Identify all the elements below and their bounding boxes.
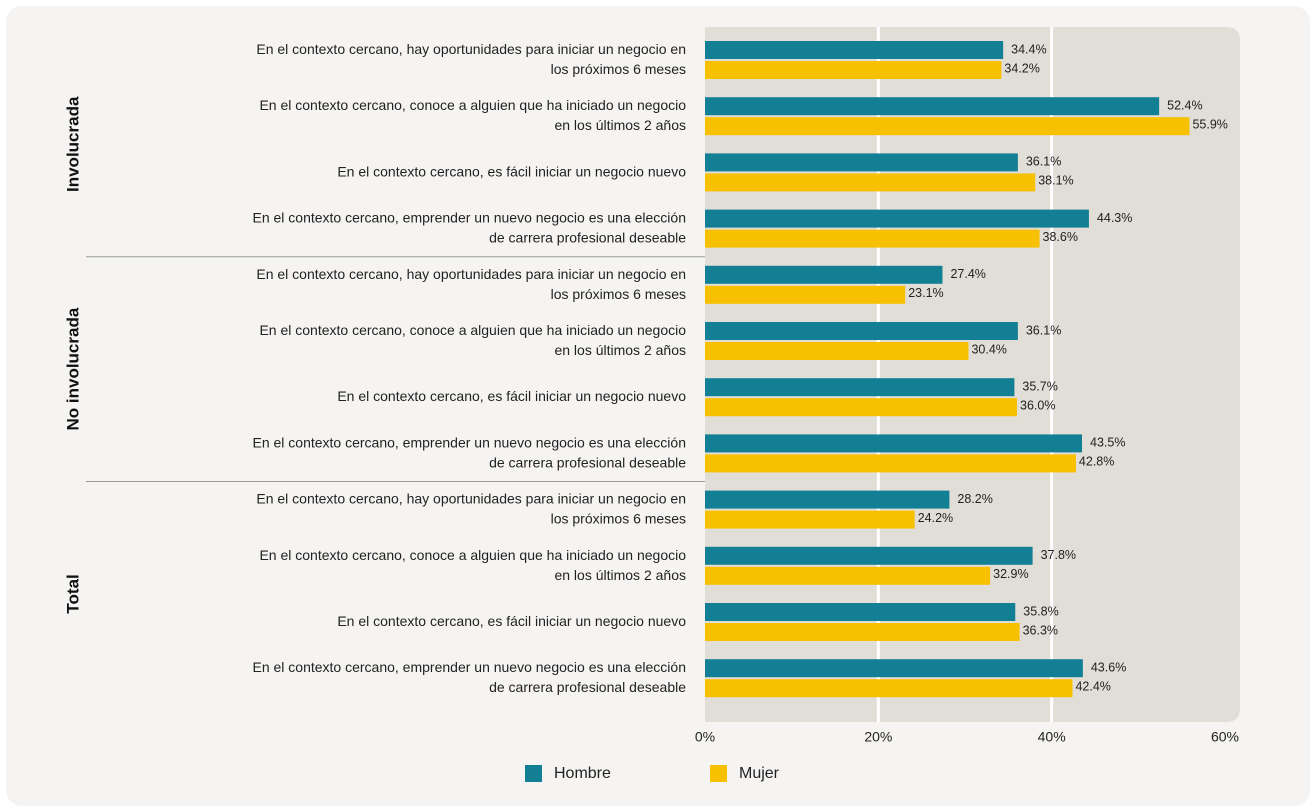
category-line: de carrera profesional deseable	[489, 454, 686, 470]
bar	[705, 285, 906, 304]
legend-swatch	[710, 765, 727, 782]
value-label: 38.1%	[1038, 174, 1073, 188]
bar	[705, 61, 1002, 79]
category-label: En el contexto cercano, es fácil iniciar…	[337, 163, 686, 179]
category-line: los próximos 6 meses	[551, 510, 686, 526]
value-label: 24.2%	[918, 511, 953, 525]
bar	[705, 510, 915, 529]
bar	[705, 117, 1190, 136]
value-label: 36.1%	[1026, 155, 1061, 169]
value-label: 52.4%	[1167, 98, 1202, 112]
value-label: 36.1%	[1026, 323, 1061, 337]
value-label: 36.3%	[1023, 623, 1058, 637]
bar	[705, 378, 1015, 397]
bar	[705, 173, 1036, 192]
value-label: 28.2%	[957, 492, 992, 506]
bar	[705, 229, 1040, 248]
value-label: 44.3%	[1097, 211, 1132, 225]
bar	[705, 490, 950, 509]
value-label: 36.0%	[1020, 398, 1055, 412]
legend-label: Mujer	[739, 765, 780, 782]
group-label: Involucrada	[63, 96, 82, 192]
category-label: En el contexto cercano, es fácil iniciar…	[337, 613, 686, 629]
category-line: de carrera profesional deseable	[489, 229, 686, 245]
category-line: En el contexto cercano, hay oportunidade…	[256, 490, 686, 506]
category-line: En el contexto cercano, es fácil iniciar…	[337, 388, 686, 404]
bar	[705, 342, 969, 360]
value-label: 32.9%	[993, 567, 1028, 581]
bar	[705, 623, 1020, 641]
bar	[705, 398, 1017, 417]
value-label: 38.6%	[1043, 230, 1078, 244]
x-tick-label: 0%	[695, 729, 715, 745]
category-label: En el contexto cercano, emprender un nue…	[252, 434, 686, 470]
value-label: 43.6%	[1091, 660, 1126, 674]
group-label: Total	[63, 574, 82, 613]
category-label: En el contexto cercano, emprender un nue…	[252, 659, 686, 695]
bar	[705, 97, 1160, 116]
value-label: 27.4%	[950, 267, 985, 281]
bar	[705, 209, 1089, 228]
value-label: 43.5%	[1090, 436, 1125, 450]
category-label: En el contexto cercano, emprender un nue…	[252, 209, 686, 245]
category-line: en los últimos 2 años	[554, 117, 686, 133]
bar	[705, 322, 1018, 340]
category-label: En el contexto cercano, hay oportunidade…	[256, 41, 686, 77]
category-line: En el contexto cercano, es fácil iniciar…	[337, 163, 686, 179]
value-label: 35.7%	[1022, 379, 1057, 393]
category-label: En el contexto cercano, es fácil iniciar…	[337, 388, 686, 404]
category-label: En el contexto cercano, hay oportunidade…	[256, 490, 686, 526]
category-line: en los últimos 2 años	[554, 567, 686, 583]
bar	[705, 679, 1073, 698]
value-label: 23.1%	[908, 286, 943, 300]
category-line: los próximos 6 meses	[551, 61, 686, 77]
x-tick-label: 20%	[864, 729, 892, 745]
bar	[705, 454, 1076, 473]
bar	[705, 659, 1083, 678]
bar	[705, 603, 1016, 621]
value-label: 42.8%	[1079, 455, 1114, 469]
category-line: En el contexto cercano, hay oportunidade…	[256, 266, 686, 282]
category-line: En el contexto cercano, conoce a alguien…	[259, 322, 686, 338]
legend-label: Hombre	[554, 765, 611, 782]
bar	[705, 41, 1004, 59]
legend-swatch	[525, 765, 542, 782]
bar	[705, 265, 943, 284]
bar	[705, 566, 991, 585]
x-tick-label: 40%	[1038, 729, 1066, 745]
category-line: En el contexto cercano, emprender un nue…	[252, 209, 686, 225]
value-label: 55.9%	[1192, 117, 1227, 131]
category-label: En el contexto cercano, conoce a alguien…	[259, 322, 686, 358]
category-label: En el contexto cercano, conoce a alguien…	[259, 547, 686, 583]
category-label: En el contexto cercano, conoce a alguien…	[259, 97, 686, 133]
group-label: No involucrada	[63, 307, 82, 430]
value-label: 34.2%	[1004, 61, 1039, 75]
value-label: 34.4%	[1011, 42, 1046, 56]
category-line: en los últimos 2 años	[554, 342, 686, 358]
value-label: 30.4%	[971, 342, 1006, 356]
bar	[705, 434, 1082, 453]
category-line: En el contexto cercano, emprender un nue…	[252, 434, 686, 450]
bar	[705, 153, 1018, 172]
bar	[705, 546, 1033, 565]
category-line: En el contexto cercano, es fácil iniciar…	[337, 613, 686, 629]
category-line: En el contexto cercano, conoce a alguien…	[259, 547, 686, 563]
value-label: 42.4%	[1075, 679, 1110, 693]
category-line: los próximos 6 meses	[551, 286, 686, 302]
value-label: 37.8%	[1041, 548, 1076, 562]
value-label: 35.8%	[1023, 604, 1058, 618]
category-label: En el contexto cercano, hay oportunidade…	[256, 266, 686, 302]
x-tick-label: 60%	[1211, 729, 1239, 745]
category-line: En el contexto cercano, hay oportunidade…	[256, 41, 686, 57]
category-line: En el contexto cercano, conoce a alguien…	[259, 97, 686, 113]
category-line: En el contexto cercano, emprender un nue…	[252, 659, 686, 675]
category-line: de carrera profesional deseable	[489, 679, 686, 695]
